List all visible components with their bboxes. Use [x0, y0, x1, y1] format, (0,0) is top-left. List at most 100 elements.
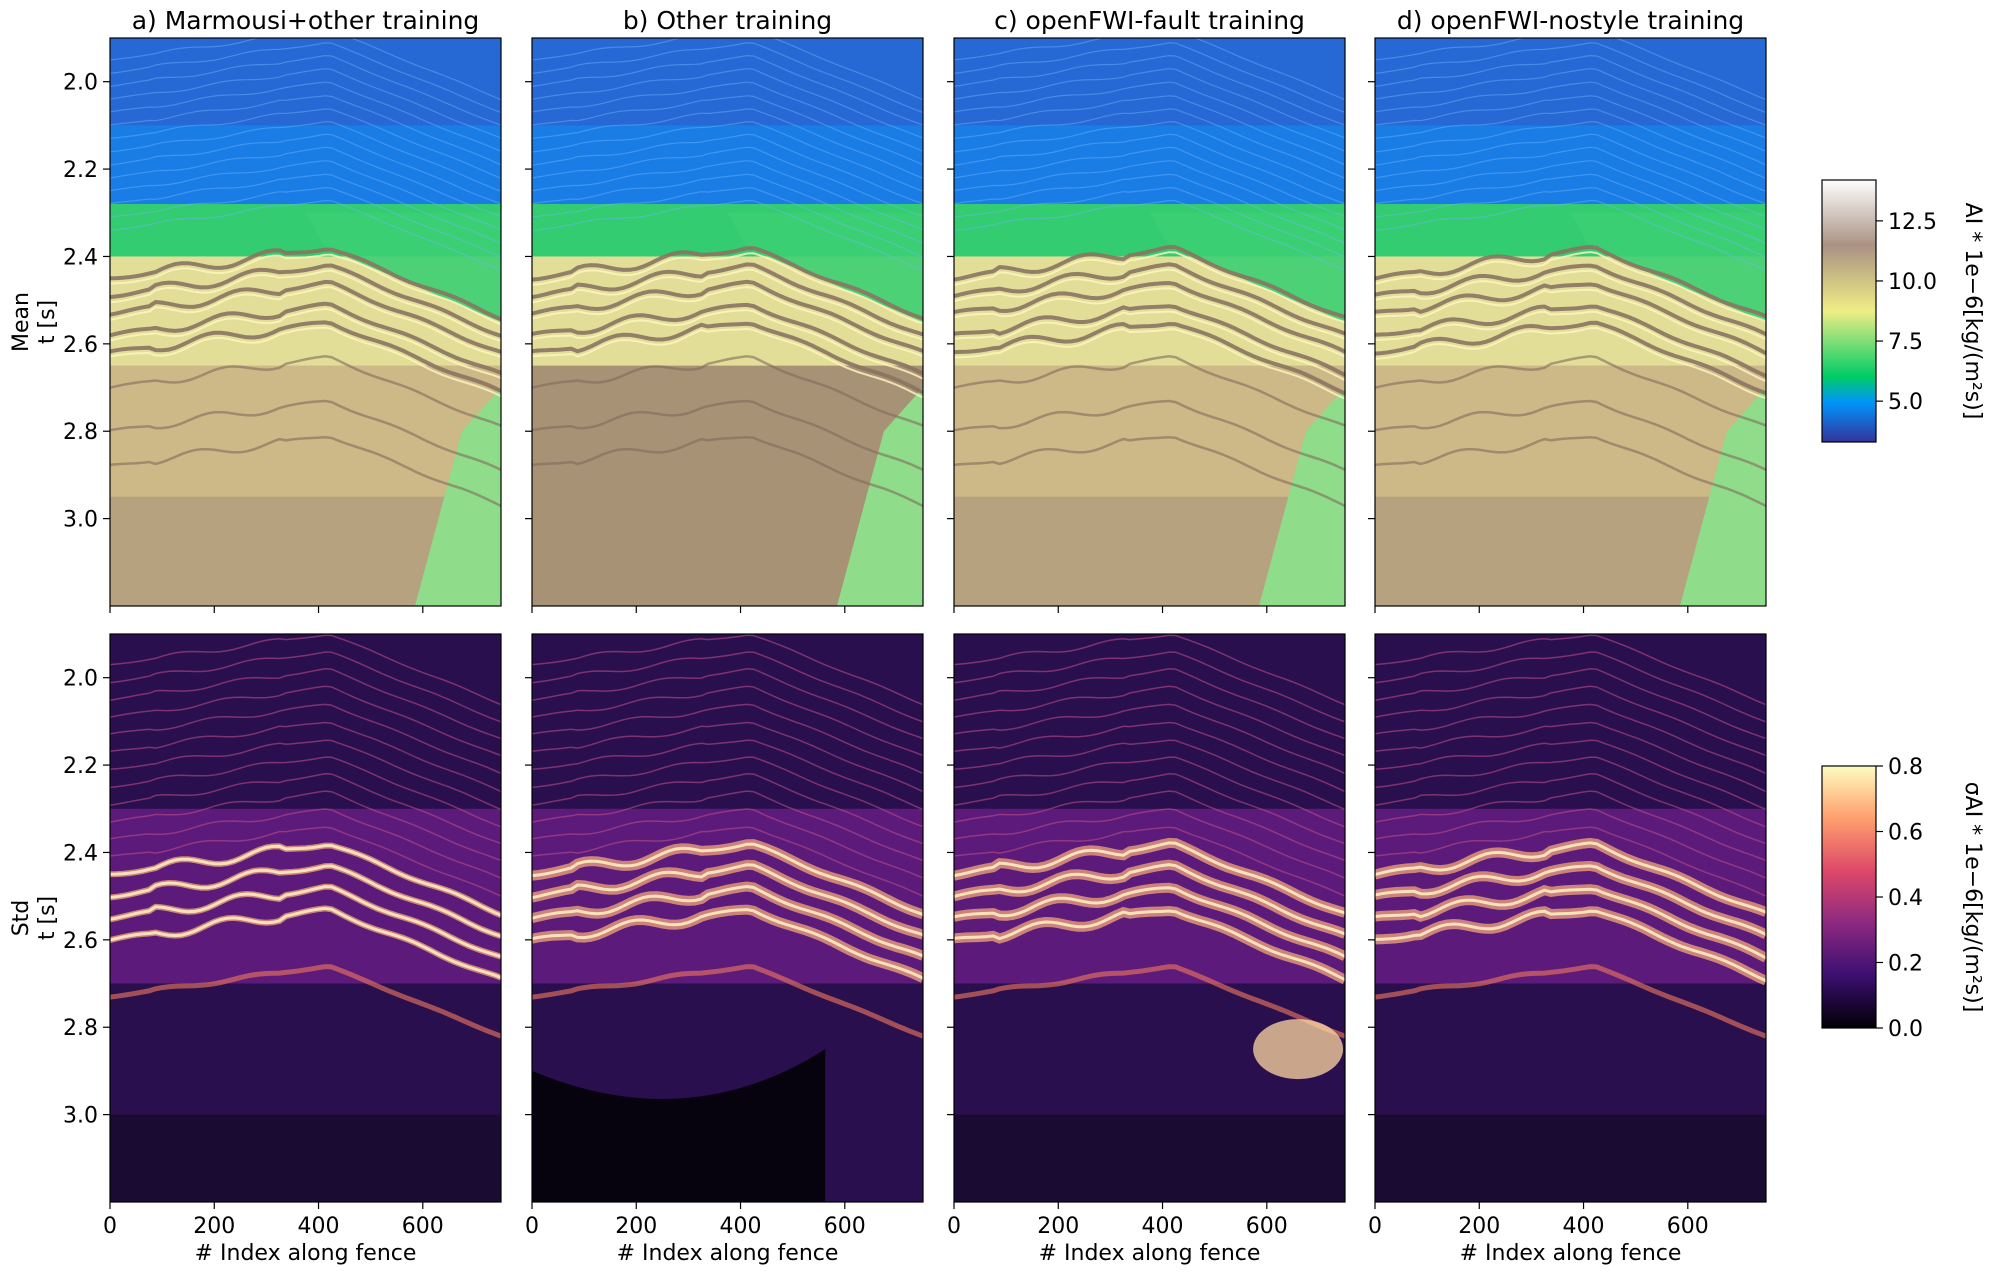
- y-tick-label: 2.6: [63, 333, 98, 358]
- texture-line: [954, 38, 1345, 101]
- x-tick-label: 0: [525, 1214, 539, 1239]
- x-tick-label: 600: [1667, 1214, 1709, 1239]
- texture-line: [110, 199, 501, 271]
- y-axis-label: t [s]: [35, 896, 60, 940]
- colorbar-tick-label: 0.8: [1888, 755, 1923, 780]
- horizon-highlight: [1375, 326, 1766, 400]
- axes-frame: [531, 37, 924, 607]
- panel-mean-1: a) Marmousi+other training 2.0 2.2 2.4 2.6 2.…: [9, 6, 502, 613]
- colorbar-gradient: [1821, 765, 1877, 1029]
- texture-line: [1375, 121, 1766, 192]
- panel-title: d) openFWI-nostyle training: [1397, 6, 1744, 35]
- texture-line: [110, 133, 501, 205]
- horizon-highlight: [110, 253, 501, 326]
- horizon-line: [110, 263, 501, 338]
- texture-line: [1375, 186, 1766, 258]
- texture-line: [532, 173, 923, 244]
- row-label-name: Mean: [9, 292, 34, 352]
- heatmap-image: [954, 38, 1345, 606]
- x-axis-label: # Index along fence: [1039, 1241, 1261, 1266]
- texture-line: [532, 95, 923, 166]
- texture-line: [954, 739, 1345, 811]
- texture-line: [532, 81, 923, 152]
- x-tick-label: 0: [1368, 1214, 1382, 1239]
- texture-line: [110, 808, 501, 879]
- x-tick-label: 0: [103, 1214, 117, 1239]
- horizon-highlight: [532, 309, 923, 380]
- colorbar-std: 0.0 0.2 0.4 0.6 0.8 σAI * 1e−6[kg/(m²s)]: [1821, 755, 1985, 1042]
- high-std-core: [954, 841, 1345, 915]
- texture-line: [954, 42, 1345, 114]
- x-axis-label: # Index along fence: [195, 1241, 417, 1266]
- y-tick-label: 2.4: [63, 841, 98, 866]
- texture-line: [1375, 173, 1766, 244]
- horizon-highlight: [954, 328, 1345, 400]
- texture-line: [532, 42, 923, 114]
- high-std-core: [1375, 864, 1766, 936]
- colorbar-tick-label: 10.0: [1888, 270, 1937, 295]
- heatmap-wedge: [1679, 387, 1766, 606]
- horizon-highlight: [532, 286, 923, 358]
- heatmap-image: [110, 634, 501, 1202]
- texture-line: [954, 133, 1345, 205]
- texture-line: [110, 173, 501, 244]
- panel-mean-4: d) openFWI-nostyle training: [1368, 6, 1767, 613]
- texture-line: [1375, 703, 1766, 775]
- horizon-highlight: [110, 326, 501, 398]
- horizon-line: [954, 304, 1345, 377]
- texture-line: [1375, 808, 1766, 879]
- texture-line: [954, 773, 1345, 845]
- colorbar-tick-label: 0.4: [1888, 886, 1923, 911]
- texture-line: [110, 160, 501, 231]
- heatmap-dark-bottom: [954, 1114, 1345, 1202]
- panel-std-1: 2.0 2.2 2.4 2.6 2.8 3.0 0 200 400 600# Index alon…: [9, 633, 502, 1266]
- horizon-highlight: [532, 327, 923, 399]
- texture-line: [110, 721, 501, 793]
- panel-std-4: 0 200 400 600# Index along fence: [1368, 633, 1767, 1266]
- texture-line: [1375, 42, 1766, 114]
- colorbar-tick-label: 0.6: [1888, 821, 1923, 846]
- horizon-line: [1375, 304, 1766, 378]
- texture-line: [532, 685, 923, 757]
- flank-band: [1375, 964, 1766, 1039]
- y-axis-label: t [s]: [35, 300, 60, 344]
- horizon-line: [532, 246, 923, 321]
- heatmap-image: [1375, 634, 1766, 1202]
- heatmap-band-deep: [1375, 38, 1766, 126]
- horizon-highlight: [532, 252, 923, 325]
- horizon-deep: [532, 355, 923, 427]
- texture-line: [1375, 160, 1766, 231]
- texture-line: [1375, 68, 1766, 139]
- texture-line: [110, 186, 501, 258]
- panel-std-3: 0 200 400 600# Index along fence: [947, 633, 1346, 1266]
- colorbar-tick-label: 12.5: [1888, 210, 1937, 235]
- texture-line: [532, 668, 923, 740]
- axes-frame: [953, 37, 1346, 607]
- horizon-line: [1375, 320, 1766, 395]
- high-std-core: [1375, 841, 1766, 914]
- high-std-core: [110, 864, 501, 938]
- y-tick-label: 3.0: [63, 508, 98, 533]
- row-label-name: Std: [9, 900, 34, 937]
- y-tick-label: 2.0: [63, 71, 98, 96]
- texture-line: [954, 808, 1345, 879]
- panel-mean-3: c) openFWI-fault training: [947, 6, 1346, 613]
- horizon-highlight: [954, 310, 1345, 382]
- flank-band: [110, 964, 501, 1039]
- heatmap-image: [532, 38, 923, 606]
- texture-line: [954, 108, 1345, 179]
- texture-line: [954, 651, 1345, 723]
- texture-line: [1375, 790, 1766, 862]
- texture-line: [110, 685, 501, 757]
- high-std-core: [532, 884, 923, 958]
- texture-line: [110, 826, 501, 897]
- axes-frame: [109, 633, 502, 1203]
- texture-line: [954, 54, 1345, 126]
- y-tick-label: 2.8: [63, 1016, 98, 1041]
- texture-line: [532, 199, 923, 271]
- texture-line: [532, 186, 923, 258]
- texture-line: [954, 703, 1345, 775]
- axes-frame: [109, 37, 502, 607]
- horizon-highlight: [1375, 251, 1766, 323]
- horizon-highlight: [110, 269, 501, 343]
